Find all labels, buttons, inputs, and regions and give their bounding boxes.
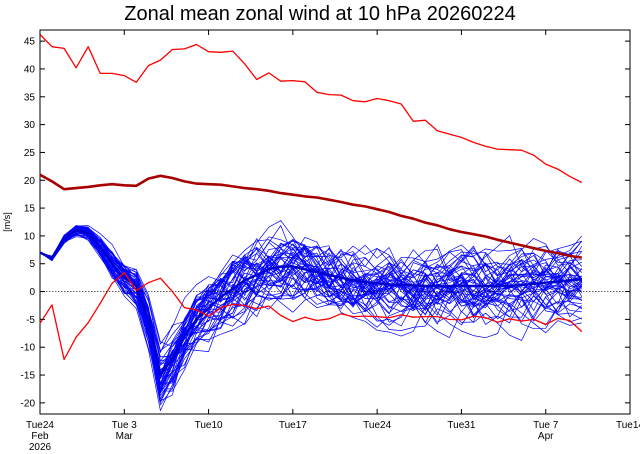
series-layer: [39, 34, 583, 361]
x-tick-year-label: 2026: [29, 442, 52, 453]
series-line-1: [39, 34, 583, 184]
y-tick-label: 10: [24, 231, 36, 242]
x-tick-label: Tue 7: [533, 420, 559, 431]
x-tick-month-label: Apr: [538, 431, 554, 442]
y-axis-title: [m/s]: [2, 212, 12, 232]
ensemble-member-line: [39, 230, 583, 411]
x-tick-label: Tue24: [363, 420, 391, 431]
x-tick-label: Tue24: [26, 420, 54, 431]
y-tick-label: 45: [24, 37, 36, 48]
y-tick-label: 30: [24, 120, 36, 131]
ensemble-member-line: [39, 231, 583, 391]
chart-title: Zonal mean zonal wind at 10 hPa 20260224: [124, 3, 516, 25]
x-tick-label: Tue10: [195, 420, 223, 431]
x-tick-label: Tue17: [279, 420, 307, 431]
ensemble-member-line: [39, 227, 583, 347]
plot-frame: [39, 29, 631, 415]
y-tick-label: 20: [24, 176, 36, 187]
ensemble-member-line: [39, 225, 582, 376]
ensemble-member-line: [39, 230, 583, 365]
y-tick-label: 40: [24, 64, 36, 75]
y-tick-label: -10: [21, 343, 36, 354]
ensemble-member-line: [39, 230, 583, 358]
x-tick-label: Tue 3: [112, 420, 138, 431]
y-tick-label: 0: [29, 287, 35, 298]
x-tick-label: Tue31: [447, 420, 475, 431]
ensemble-member-line: [39, 226, 583, 353]
y-tick-label: -20: [21, 398, 36, 409]
ensemble-member-line: [39, 233, 582, 402]
y-tick-label: 15: [24, 204, 36, 215]
ensemble-member-line: [39, 228, 583, 392]
x-tick-month-label: Mar: [116, 431, 134, 442]
y-tick-label: 35: [24, 92, 36, 103]
y-tick-label: -5: [26, 315, 35, 326]
y-tick-label: 5: [29, 259, 35, 270]
y-tick-label: 25: [24, 148, 36, 159]
x-tick-label: Tue14: [616, 420, 640, 431]
x-tick-month-label: Feb: [31, 431, 49, 442]
ensemble-member-line: [39, 230, 582, 371]
series-line-3: [39, 173, 582, 259]
series-line-2: [39, 271, 583, 361]
ensemble-member-line: [39, 229, 583, 371]
ensemble-member-line: [39, 232, 583, 403]
axes-layer: -20-15-10-5051015202530354045Tue24Feb202…: [21, 30, 640, 453]
y-tick-label: -15: [21, 371, 36, 382]
ensemble-member-line: [39, 232, 583, 392]
